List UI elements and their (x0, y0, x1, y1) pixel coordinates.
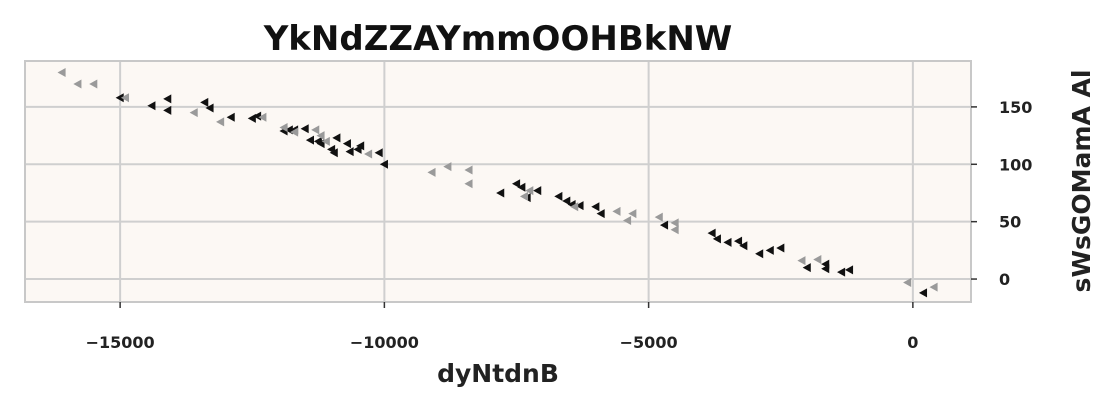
data-point (659, 220, 669, 230)
data-point (279, 123, 288, 133)
data-point (379, 159, 388, 169)
data-point (89, 79, 98, 89)
data-point (765, 245, 774, 255)
data-point (723, 237, 732, 247)
data-point (342, 139, 351, 149)
data-point (797, 256, 806, 266)
data-point (205, 103, 214, 113)
data-point (918, 288, 928, 298)
data-point (200, 97, 209, 107)
data-points (57, 67, 938, 298)
data-point (525, 186, 534, 196)
data-point (591, 202, 600, 212)
data-point (374, 148, 383, 158)
data-point (253, 111, 262, 121)
data-point (427, 167, 436, 177)
data-point (533, 186, 542, 196)
data-point (837, 267, 846, 277)
x-axis-label: dyNtdnB (437, 359, 559, 388)
data-point (189, 108, 198, 118)
data-point (929, 282, 938, 292)
y-axis-label: sWsGOMamA Al (1067, 70, 1096, 293)
data-point (562, 196, 571, 206)
data-point (739, 241, 748, 251)
data-point (305, 135, 314, 145)
data-point (300, 124, 309, 134)
data-point (554, 191, 563, 201)
y-tick-label: 0 (999, 270, 1010, 289)
data-point (670, 218, 679, 228)
data-point (755, 249, 764, 259)
data-point (712, 234, 721, 244)
data-point (311, 125, 320, 135)
y-tick-label: 150 (999, 98, 1032, 117)
data-point (496, 188, 505, 198)
data-point (120, 93, 130, 103)
data-point (73, 79, 82, 89)
y-tick-label: 100 (999, 155, 1032, 174)
data-point (345, 147, 354, 157)
data-point (511, 179, 521, 189)
data-point (670, 225, 679, 235)
data-point (802, 263, 811, 273)
data-point (163, 105, 172, 115)
data-point (903, 277, 912, 287)
data-point (612, 206, 621, 216)
plot-area (25, 61, 971, 302)
data-point (332, 133, 341, 143)
x-tick-label: −15000 (86, 333, 155, 352)
data-point (258, 112, 267, 122)
data-point (776, 243, 785, 253)
data-point (364, 149, 373, 159)
x-tick-label: 0 (907, 333, 918, 352)
data-point (519, 191, 529, 201)
data-point (517, 182, 526, 192)
data-point (733, 236, 743, 246)
data-point (821, 264, 830, 274)
data-point (464, 179, 473, 189)
grid-lines (25, 61, 971, 302)
data-point (226, 112, 235, 122)
x-tick-label: −5000 (620, 333, 678, 352)
data-point (844, 265, 854, 275)
plot-frame (24, 60, 972, 303)
data-point (575, 201, 584, 211)
data-point (216, 117, 225, 127)
data-point (356, 141, 365, 151)
chart-title: YkNdZZAYmmOOHBkNW (263, 19, 733, 59)
y-tick-label: 50 (999, 213, 1021, 232)
data-point (147, 101, 156, 111)
data-point (443, 162, 452, 172)
data-point (622, 216, 632, 226)
data-point (321, 136, 330, 146)
data-point (707, 228, 716, 238)
data-point (596, 209, 605, 219)
data-point (290, 127, 299, 137)
axis-ticks: −15000 −10000 −5000 0 0 50 100 150 (86, 98, 1033, 352)
data-point (163, 94, 172, 104)
data-point (654, 212, 663, 222)
data-point (316, 131, 325, 141)
data-point (57, 67, 66, 77)
data-point (813, 255, 822, 265)
data-point (464, 165, 473, 175)
data-point (628, 209, 637, 219)
x-tick-label: −10000 (350, 333, 419, 352)
data-point (329, 148, 338, 158)
data-point (570, 202, 579, 212)
data-point (115, 93, 124, 103)
